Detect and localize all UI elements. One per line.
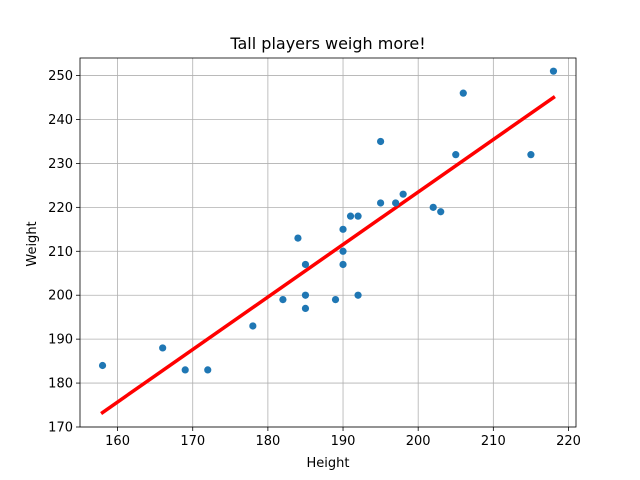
- grid-lines: [80, 58, 576, 428]
- y-tick-label: 240: [48, 113, 73, 128]
- scatter-point: [392, 199, 400, 207]
- x-axis-ticks: 160 170 180 190 200 210 220: [105, 427, 581, 449]
- y-tick-label: 220: [48, 201, 73, 216]
- scatter-point: [429, 203, 437, 211]
- scatter-point: [339, 225, 347, 233]
- trend-line: [100, 95, 556, 415]
- scatter-point: [331, 296, 340, 304]
- y-axis-label: Weight: [25, 221, 40, 266]
- y-tick-label: 200: [48, 289, 73, 304]
- scatter-point: [452, 151, 460, 159]
- x-tick-label: 160: [105, 434, 130, 449]
- scatter-point: [181, 366, 189, 374]
- y-tick-label: 230: [48, 157, 73, 172]
- series-layer: [98, 67, 558, 415]
- scatter-point: [249, 322, 257, 330]
- scatter-point: [549, 67, 558, 75]
- y-tick-label: 170: [48, 421, 73, 436]
- scatter-point: [301, 260, 310, 269]
- scatter-point: [301, 291, 310, 299]
- y-tick-label: 210: [48, 245, 73, 260]
- x-tick-label: 220: [556, 434, 581, 449]
- scatter-point: [279, 296, 287, 304]
- x-tick-label: 210: [481, 434, 506, 449]
- scatter-point: [98, 361, 107, 370]
- scatter-point: [301, 304, 310, 312]
- y-axis-ticks: 170 180 190 200 210 220 230 240 250: [48, 69, 80, 436]
- scatter-point: [339, 247, 347, 255]
- chart-title: Tall players weigh more!: [229, 34, 425, 53]
- scatter-point: [527, 151, 535, 159]
- scatter-point: [437, 208, 445, 216]
- scatter-point: [159, 344, 167, 352]
- scatter-point: [204, 366, 212, 374]
- scatter-point: [339, 260, 347, 269]
- y-tick-label: 190: [48, 333, 73, 348]
- scatter-point: [354, 291, 362, 299]
- y-tick-label: 180: [48, 377, 73, 392]
- x-tick-label: 190: [331, 434, 356, 449]
- plot-frame: [79, 57, 577, 428]
- scatter-point: [377, 137, 385, 146]
- scatter-point: [294, 234, 302, 242]
- scatter-point: [346, 212, 355, 220]
- scatter-point: [354, 212, 362, 220]
- scatter-point: [459, 89, 467, 97]
- y-tick-label: 250: [48, 69, 73, 84]
- x-tick-label: 200: [406, 434, 431, 449]
- scatter-point: [399, 190, 407, 198]
- x-tick-label: 180: [255, 434, 280, 449]
- x-axis-label: Height: [307, 456, 350, 471]
- scatter-point: [377, 199, 385, 207]
- x-tick-label: 170: [180, 434, 205, 449]
